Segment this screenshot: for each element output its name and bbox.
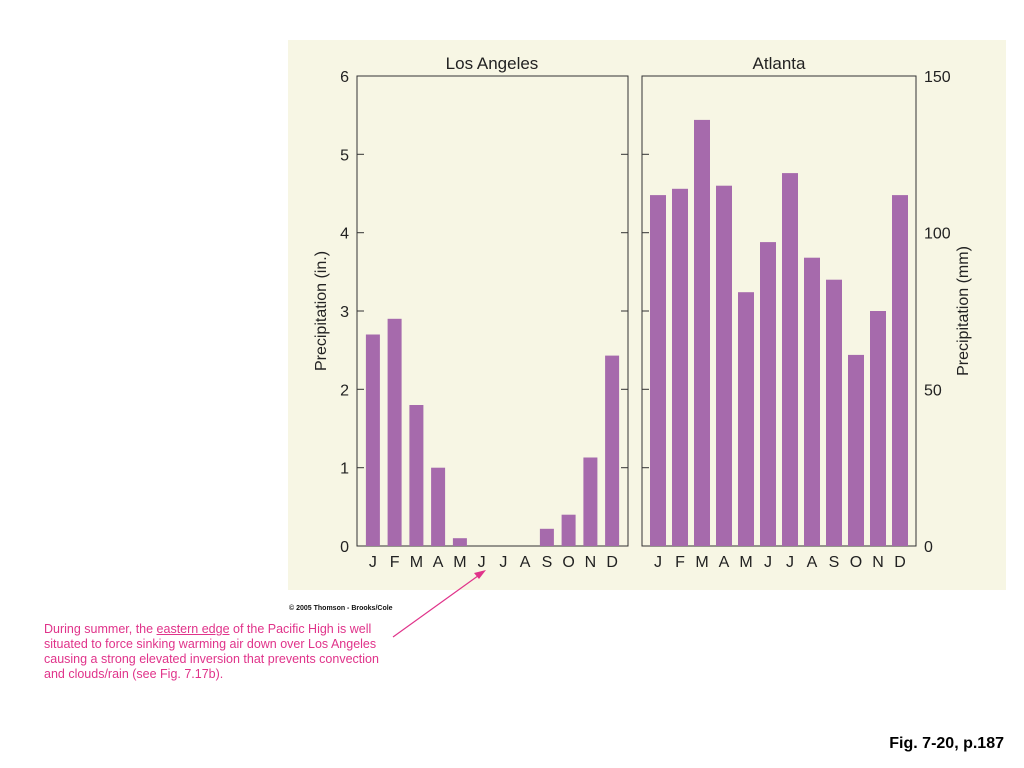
- atl-bar-11: [892, 195, 908, 546]
- atl-month-label-11: D: [894, 554, 906, 571]
- atl-chart-title: Atlanta: [753, 54, 806, 73]
- la-month-label-1: F: [390, 554, 400, 571]
- la-bar-11: [605, 355, 620, 546]
- la-bar-9: [561, 514, 576, 546]
- atl-y-ticks: 0 50 100 150: [642, 69, 951, 556]
- la-month-label-2: M: [410, 554, 423, 571]
- atl-bar-2: [694, 119, 710, 547]
- atl-bar-8: [826, 279, 842, 546]
- la-bar-2: [409, 405, 424, 546]
- atl-month-label-2: M: [695, 554, 708, 571]
- atl-month-label-0: J: [654, 554, 662, 571]
- figure-reference: Fig. 7-20, p.187: [889, 735, 1004, 752]
- la-month-label-9: O: [562, 554, 574, 571]
- atl-month-label-8: S: [829, 554, 840, 571]
- atl-month-label-1: F: [675, 554, 685, 571]
- la-bar-10: [583, 457, 598, 546]
- atl-bar-10: [870, 311, 886, 546]
- annotation-note: During summer, the eastern edge of the P…: [44, 622, 389, 682]
- la-bar-1: [387, 318, 402, 546]
- atl-bar-4: [738, 292, 754, 546]
- la-month-label-11: D: [606, 554, 618, 571]
- atl-month-label-3: A: [719, 554, 730, 571]
- atl-month-label-5: J: [764, 554, 772, 571]
- la-y-tick-label-6: 6: [340, 69, 349, 86]
- atl-y-tick-label-0: 0: [924, 539, 933, 556]
- la-month-label-6: J: [499, 554, 507, 571]
- atl-month-label-10: N: [872, 554, 884, 571]
- atl-y-tick-label-2: 100: [924, 226, 951, 243]
- la-month-label-7: A: [520, 554, 531, 571]
- atl-bar-3: [716, 185, 732, 546]
- note-text-underlined: eastern edge: [156, 622, 230, 636]
- atl-y-axis-title: Precipitation (mm): [955, 246, 972, 376]
- la-month-label-10: N: [585, 554, 597, 571]
- atl-bar-0: [650, 195, 666, 546]
- atl-bars: [650, 119, 908, 547]
- la-month-label-5: J: [478, 554, 486, 571]
- la-bars: [365, 318, 620, 546]
- atl-y-tick-label-1: 50: [924, 382, 942, 399]
- la-month-label-8: S: [542, 554, 553, 571]
- precipitation-charts: Los Angeles Precipitation (in.) 0123456 …: [313, 54, 972, 571]
- note-text-after: of the Pacific High is well situated to …: [44, 622, 379, 681]
- atl-month-label-6: J: [786, 554, 794, 571]
- atl-bar-7: [804, 257, 820, 546]
- atl-bar-6: [782, 173, 798, 546]
- la-y-tick-label-3: 3: [340, 304, 349, 321]
- la-y-tick-label-4: 4: [340, 226, 349, 243]
- la-month-label-4: M: [453, 554, 466, 571]
- copyright-notice: © 2005 Thomson - Brooks/Cole: [289, 605, 393, 612]
- atl-bar-1: [672, 188, 688, 547]
- la-y-ticks: 0 1 2 3 4 5 6: [340, 69, 628, 556]
- la-chart-title: Los Angeles: [446, 54, 539, 73]
- la-y-tick-label-1: 1: [340, 461, 349, 478]
- atl-month-label-9: O: [850, 554, 862, 571]
- la-y-axis-title: Precipitation (in.): [313, 251, 330, 371]
- la-y-tick-label-5: 5: [340, 147, 349, 164]
- la-bar-4: [452, 538, 467, 546]
- atl-month-label-7: A: [807, 554, 818, 571]
- la-y-tick-label-0: 0: [340, 539, 349, 556]
- atl-bar-5: [760, 242, 776, 546]
- la-month-label-3: A: [433, 554, 444, 571]
- la-bar-8: [539, 528, 554, 546]
- note-text-before: During summer, the: [44, 622, 157, 636]
- atl-month-label-4: M: [739, 554, 752, 571]
- la-y-tick-label-2: 2: [340, 382, 349, 399]
- la-bar-3: [431, 467, 446, 546]
- la-bar-0: [365, 334, 380, 546]
- los-angeles-chart: Los Angeles Precipitation (in.) 0123456 …: [313, 54, 629, 571]
- la-month-label-0: J: [369, 554, 377, 571]
- atl-bar-9: [848, 354, 864, 546]
- atl-y-tick-label-3: 150: [924, 69, 951, 86]
